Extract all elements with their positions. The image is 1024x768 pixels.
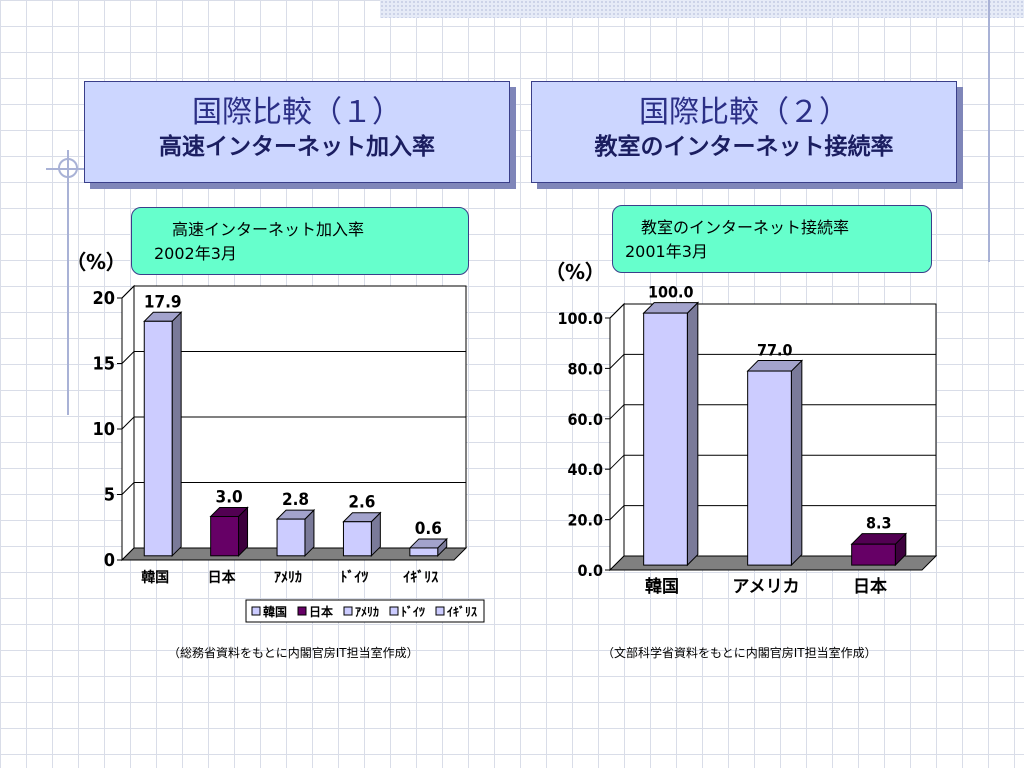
left-title-box: 国際比較（１） 高速インターネット加入率 [84,81,510,183]
chart-y-tick-label: 0 [104,550,115,571]
chart-right: 0.0 20.0 40.0 60.0 80.0 100.0 100.0 韓国 77.0 アメリカ 8… [557,283,938,597]
right-source-note: （文部科学省資料をもとに内閣官房IT担当室作成） [602,646,877,660]
bar [143,320,173,557]
chart-y-tick-label: 60.0 [567,410,603,429]
bar [747,370,792,566]
bar-value-label: 2.8 [282,490,309,510]
chart-gridline [121,416,466,430]
chart-y-tick-label: 100.0 [557,309,603,328]
bar-value-label: 2.6 [348,493,375,513]
chart-gridline [121,351,466,364]
category-label: 韓国 [141,569,169,586]
legend-swatch [389,606,399,616]
chart-y-tick-label: 80.0 [567,359,603,378]
legend-box [245,599,485,623]
bar-value-label: 100.0 [648,283,694,302]
category-label: アメリカ [732,577,799,597]
chart-left: 0 5 10 15 20 17.9 韓国 3.0 日本 2.8 ｱﾒﾘｶ 2.6 ﾄﾞｲﾂ 0.6 ｲｷﾞﾘ… [92,284,485,623]
left-date: 2002年3月 [154,244,237,263]
legend-label: ｲｷﾞﾘｽ [447,604,477,619]
chart-side-wall [609,302,625,572]
bar [276,518,306,557]
legend-label: ｱﾒﾘｶ [355,605,379,619]
category-label: 日本 [853,576,887,597]
bar [210,516,240,557]
right-subtitle-box: 教室のインターネット接続率 2001年3月 [612,205,932,273]
bar [643,312,688,566]
deco-vertical-line-left [67,150,69,415]
right-title-box: 国際比較（２） 教室のインターネット接続率 [531,81,957,183]
left-subtitle-box: 高速インターネット加入率 2002年3月 [131,207,469,275]
legend-label: 日本 [309,604,333,619]
chart-gridline [609,404,936,420]
left-title-line1: 国際比較（１） [192,95,402,130]
right-title-line1: 国際比較（２） [639,95,849,130]
right-title-line2: 教室のインターネット接続率 [594,134,894,160]
chart-y-tick-label: 20.0 [567,511,603,530]
legend-label: ﾄﾞｲﾂ [401,604,425,619]
legend-label: 韓国 [263,604,287,619]
chart-gridline [609,505,936,520]
bar [342,521,372,557]
bar-value-label: 0.6 [415,519,442,539]
left-subtitle: 高速インターネット加入率 [172,220,365,239]
chart-y-tick-label: 40.0 [567,460,603,479]
bar-value-label: 17.9 [144,292,182,312]
bar-value-label: 77.0 [757,341,793,360]
chart-y-tick-label: 5 [104,485,115,506]
right-unit-label: （%） [545,260,606,284]
bar [409,547,439,557]
legend-swatch [251,606,261,616]
left-source-note: （総務省資料をもとに内閣官房IT担当室作成） [168,646,419,660]
bar [851,543,896,566]
chart-gridline [609,353,936,369]
bar-value-label: 3.0 [216,488,243,508]
category-label: ﾄﾞｲﾂ [340,569,368,586]
chart-y-tick-label: 0.0 [578,561,604,580]
bar-side [686,301,699,567]
chart-gridline [609,454,936,470]
category-label: 韓国 [645,576,679,597]
chart-gridline [609,303,936,319]
chart-gridline [121,482,466,495]
top-pattern-band [380,0,1024,18]
chart-y-tick-label: 20 [92,288,115,309]
category-label: ｱﾒﾘｶ [274,570,302,586]
chart-y-tick-label: 10 [92,419,115,440]
category-label: ｲｷﾞﾘｽ [403,569,438,586]
deco-circle [58,158,78,178]
bar-side [171,311,182,558]
legend-swatch [343,606,353,616]
bar-value-label: 8.3 [866,514,892,533]
left-title-line2: 高速インターネット加入率 [159,134,435,160]
left-unit-label: （%） [66,250,127,274]
category-label: 日本 [208,569,237,586]
chart-y-tick-label: 15 [92,354,115,375]
right-subtitle: 教室のインターネット接続率 [641,218,850,237]
bar-side [790,359,803,567]
legend-swatch [435,606,445,616]
right-date: 2001年3月 [625,242,708,261]
legend-swatch [297,606,307,616]
chart-gridline [121,285,466,299]
deco-vertical-line-right [988,0,990,262]
